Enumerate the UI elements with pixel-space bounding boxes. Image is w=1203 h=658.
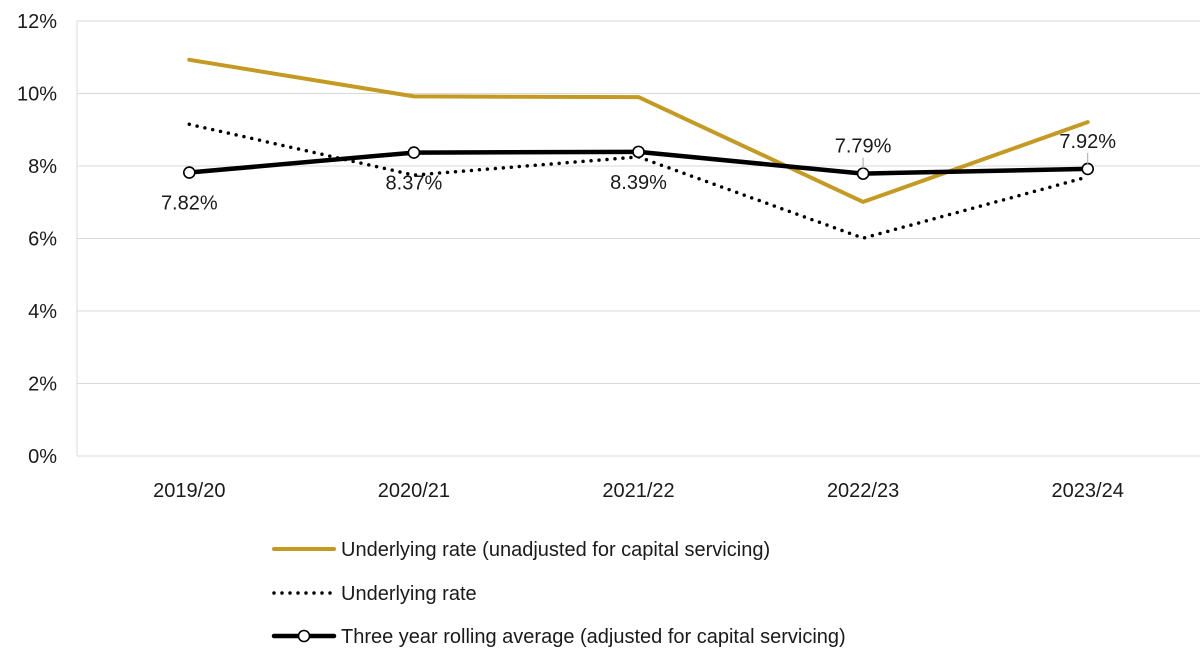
- data-label: 7.92%: [1059, 131, 1116, 153]
- series-layer: [183, 57, 1094, 240]
- y-tick-label: 0%: [28, 446, 57, 468]
- y-tick-label: 4%: [28, 301, 57, 323]
- data-point: [856, 167, 870, 180]
- data-label: 8.37%: [386, 173, 443, 195]
- series-line-1: [187, 57, 1090, 204]
- data-label-layer: 7.82% 8.37% 8.39% 7.79% 7.92%: [161, 131, 1116, 215]
- x-tick-label: 2020/21: [378, 480, 450, 502]
- data-point: [183, 166, 196, 179]
- y-tick-label: 8%: [28, 156, 57, 178]
- x-tick-label: 2019/20: [153, 480, 225, 502]
- legend-label-2: Underlying rate: [341, 583, 477, 605]
- data-label: 7.79%: [835, 136, 892, 158]
- legend-label-3: Three year rolling average (adjusted for…: [341, 626, 846, 648]
- data-point: [1081, 162, 1094, 176]
- data-point: [632, 145, 645, 159]
- legend-marker: [297, 629, 311, 643]
- grid-layer: [77, 20, 1200, 384]
- x-tick-label: 2023/24: [1052, 480, 1124, 502]
- axis-layer: 0% 2% 4% 6% 8% 10% 12% 2019/20 2020/21 2021/22 202…: [17, 11, 1200, 502]
- y-tick-label: 10%: [17, 84, 57, 106]
- data-label: 8.39%: [610, 172, 667, 194]
- legend-label-1: Underlying rate (unadjusted for capital …: [341, 539, 770, 561]
- data-label: 7.82%: [161, 193, 218, 215]
- y-tick-label: 12%: [17, 11, 57, 33]
- y-tick-label: 2%: [28, 374, 57, 396]
- x-tick-label: 2022/23: [827, 480, 899, 502]
- data-point: [407, 146, 421, 159]
- y-tick-label: 6%: [28, 229, 57, 251]
- legend: Underlying rate (unadjusted for capital …: [271, 539, 846, 648]
- x-tick-label: 2021/22: [602, 480, 674, 502]
